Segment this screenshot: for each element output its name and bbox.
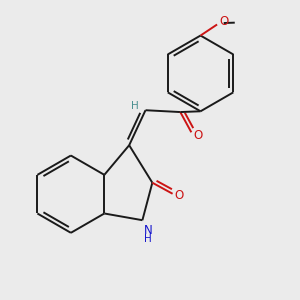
Text: O: O xyxy=(219,15,228,28)
Text: O: O xyxy=(193,129,203,142)
Text: H: H xyxy=(131,101,139,111)
Text: O: O xyxy=(175,189,184,202)
Text: N: N xyxy=(143,224,152,237)
Text: H: H xyxy=(144,234,152,244)
